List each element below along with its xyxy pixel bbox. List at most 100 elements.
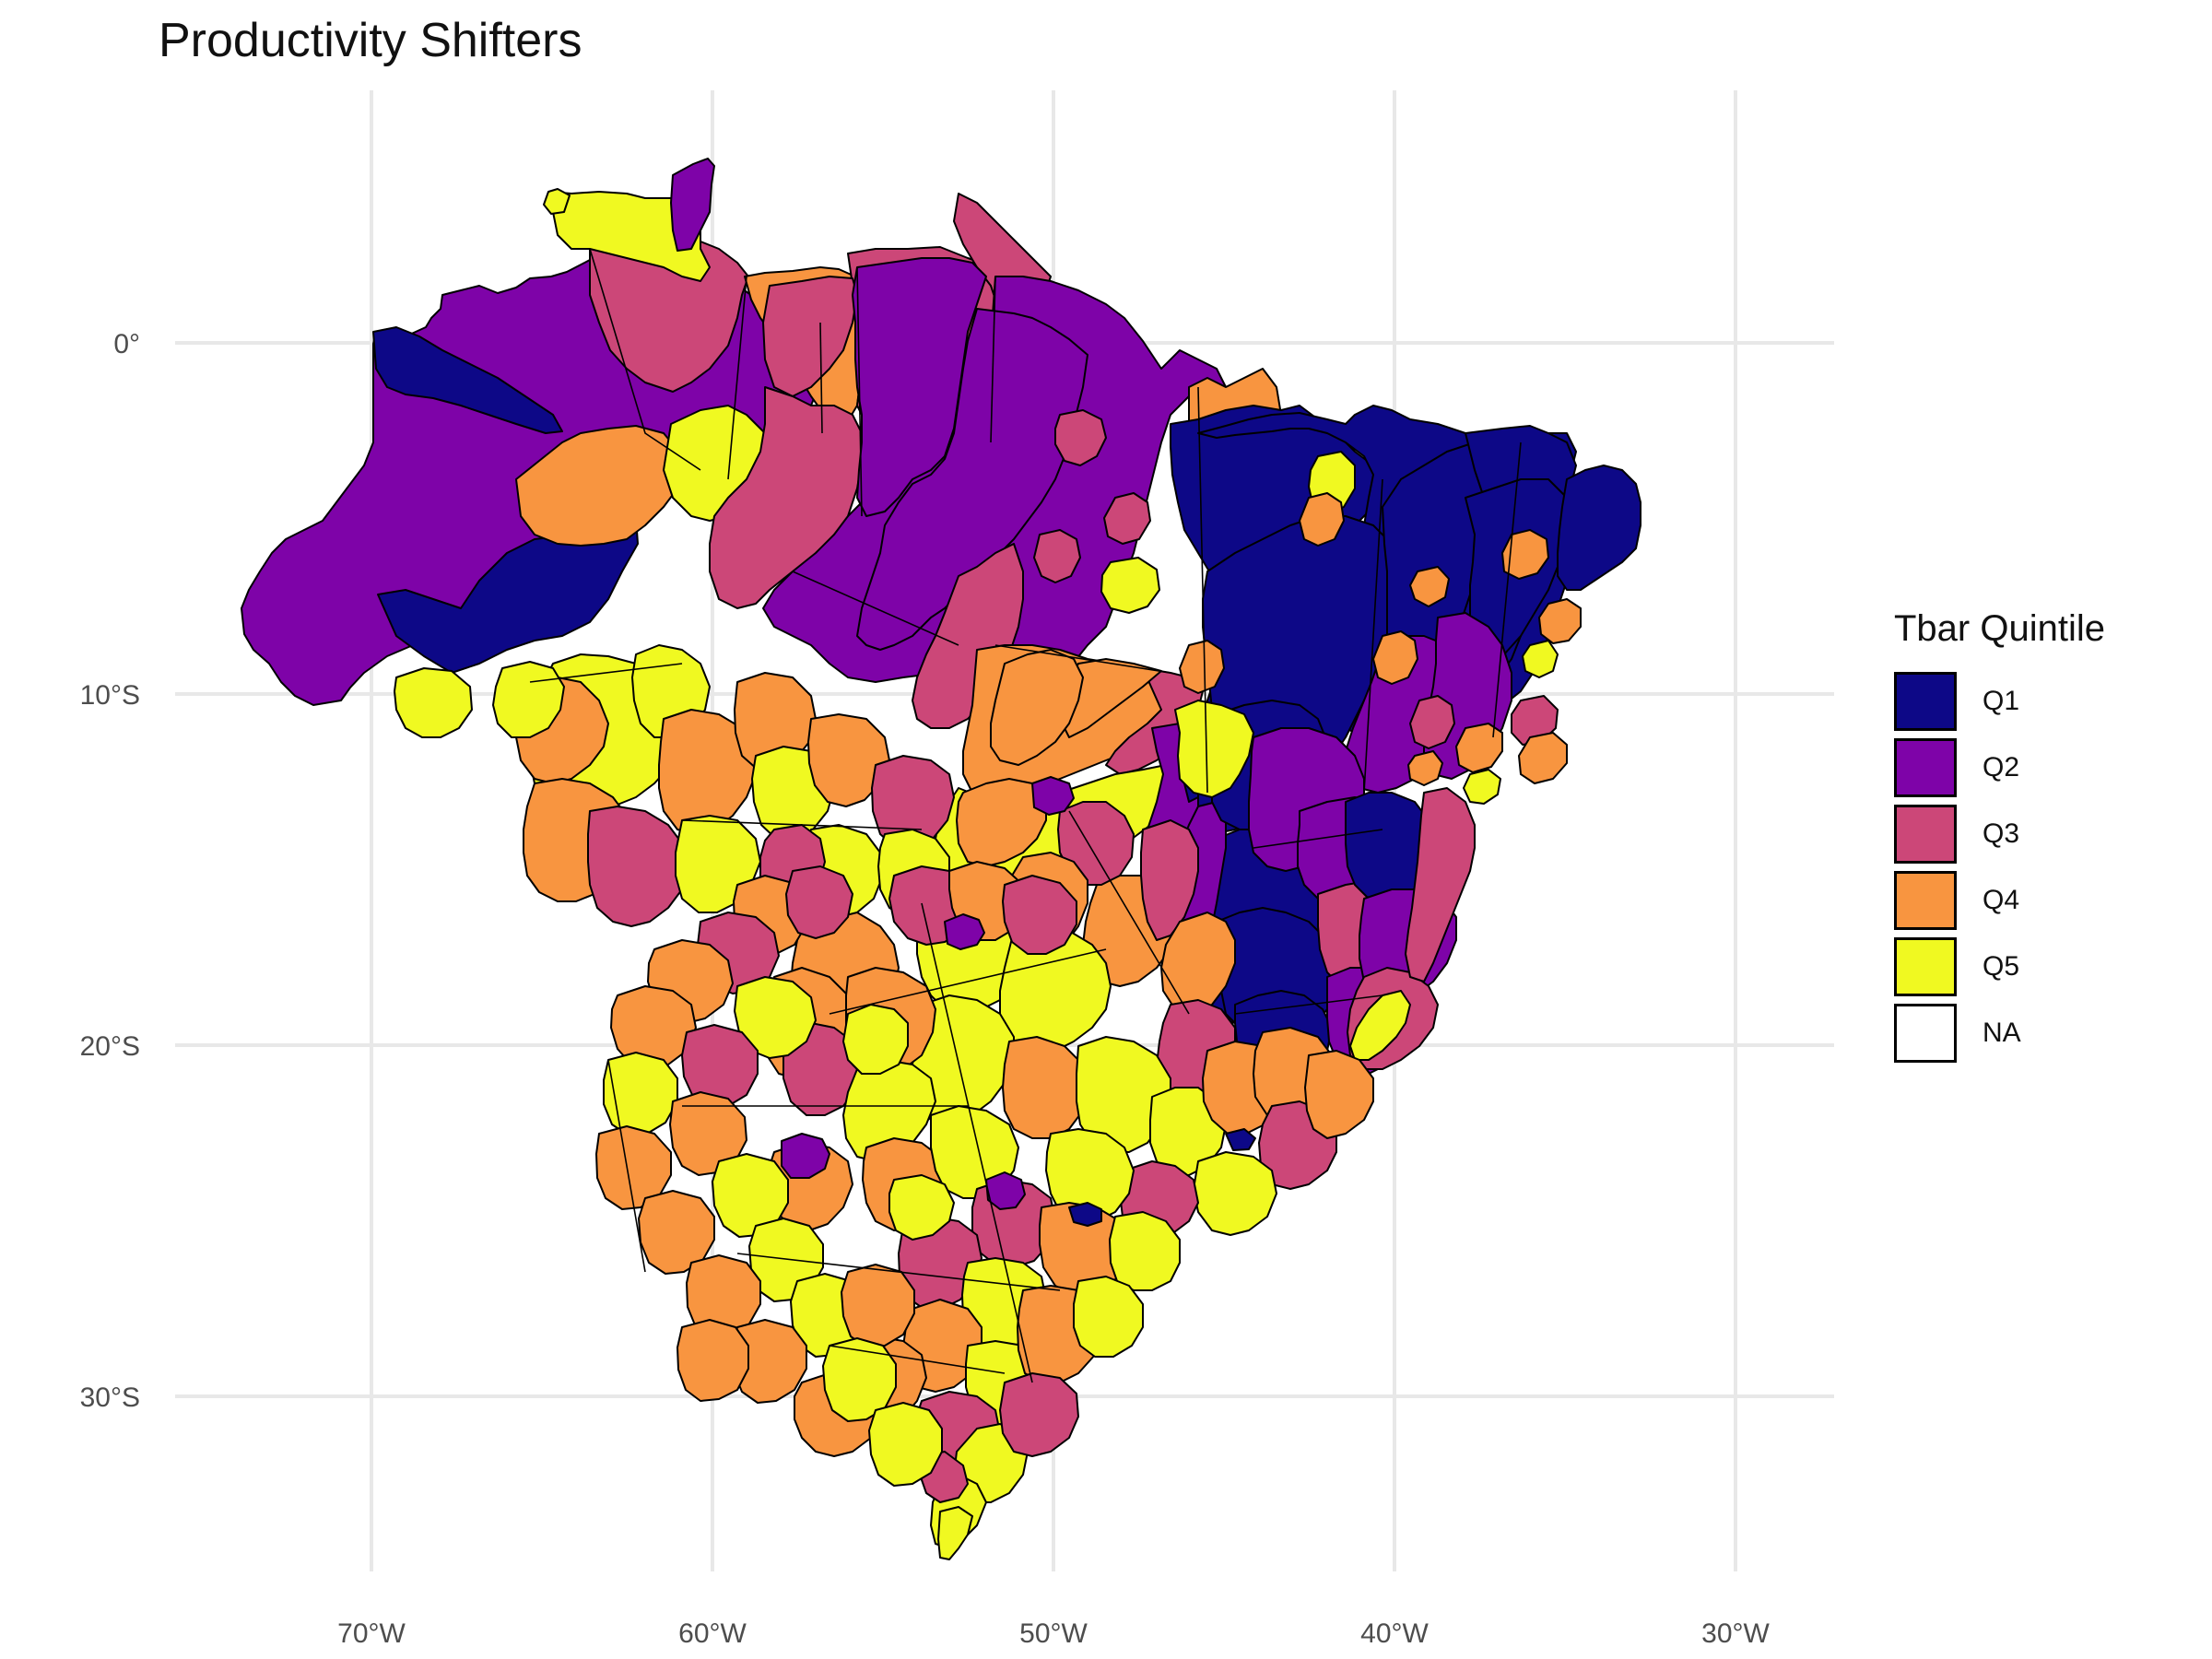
region-q1 [1557,465,1641,591]
region-q4 [1179,640,1225,694]
region-q3 [1405,787,1476,982]
region-q4 [515,425,688,547]
region-q5 [1349,990,1411,1061]
region-q2 [1031,776,1075,816]
region-q5 [603,1052,678,1136]
region-q3 [681,1024,759,1107]
legend: Tbar Quintile Q1 Q2 Q3 Q4 Q5 NA [1889,608,2105,1066]
x-tick-label: 40°W [1360,1618,1429,1649]
region-border [829,948,1107,1015]
brazil-regions [241,158,1641,1560]
region-q2 [852,257,987,517]
region-q2 [856,308,1088,651]
legend-key-swatch [1894,937,1957,996]
region-q4 [677,1319,749,1402]
region-q5 [394,667,473,738]
region-q2 [670,158,715,252]
legend-key-swatch [1894,672,1957,731]
region-border [607,1059,646,1273]
region-q5 [842,1004,909,1075]
region-border [829,1345,1006,1374]
region-border [1253,829,1383,849]
region-q3 [1103,492,1151,545]
y-tick-label: 30°S [80,1382,140,1413]
region-border [792,571,959,646]
region-q5 [1073,1276,1144,1358]
region-border [1234,994,1383,1015]
region-q1 [377,517,639,674]
x-tick-label: 50°W [1019,1618,1088,1649]
y-tick-label: 10°S [80,680,140,711]
legend-item-label: Q1 [1983,686,2020,716]
region-q4 [841,1264,915,1348]
region-q3 [1057,801,1135,886]
region-q4 [1501,529,1549,580]
region-q5 [1109,1211,1181,1291]
region-q3 [999,1372,1079,1457]
region-border [681,819,923,830]
region-borders [529,248,1522,1383]
region-q4 [1538,598,1582,644]
legend-title: Tbar Quintile [1894,608,2105,649]
region-border [529,663,683,683]
y-tick-label: 20°S [80,1031,140,1062]
legend-key-swatch [1894,805,1957,864]
region-border [990,276,996,443]
region-q3 [762,276,858,397]
region-q5 [734,976,817,1059]
x-tick-label: 60°W [678,1618,747,1649]
region-q5 [888,1174,955,1241]
region-border [1068,810,1190,1015]
legend-item-label: NA [1983,1018,2021,1048]
y-axis-tick-labels: 0° 10°S 20°S 30°S [80,329,140,1413]
region-q4 [1455,723,1503,773]
region-q5 [543,188,571,215]
legend-item-q3: Q3 [1889,801,2105,867]
region-q4 [610,985,697,1070]
region-q3 [1409,695,1455,749]
region-q3 [709,386,863,609]
region-q4 [956,778,1047,867]
region-q1 [1068,1202,1102,1227]
legend-item-q2: Q2 [1889,735,2105,801]
region-q4 [1409,566,1450,607]
legend-item-label: Q3 [1983,818,2020,849]
region-q3 [1002,875,1077,955]
region-q4 [1407,750,1443,786]
chart-title: Productivity Shifters [159,14,582,67]
legend-item-q5: Q5 [1889,934,2105,1000]
region-q5 [1100,557,1160,614]
region-q2 [781,1133,830,1179]
region-border [856,266,863,517]
region-border [589,248,701,471]
region-border [1492,441,1522,738]
legend-key-swatch [1894,1004,1957,1063]
region-q5 [1076,1036,1171,1153]
legend-item-q1: Q1 [1889,668,2105,735]
region-q3 [1054,409,1107,466]
region-q4 [990,649,1084,766]
region-q2 [985,1171,1026,1210]
legend-key-swatch [1894,738,1957,797]
region-q4 [1299,492,1345,547]
region-q1 [372,326,563,434]
legend-item-label: Q4 [1983,885,2020,915]
region-q5 [1522,640,1559,678]
region-border [921,902,1033,1383]
x-axis-tick-labels: 70°W 60°W 50°W 40°W 30°W [337,1618,1770,1649]
region-q5 [1193,1151,1277,1236]
legend-item-q4: Q4 [1889,867,2105,934]
legend-key-swatch [1894,871,1957,930]
legend-item-label: Q2 [1983,752,2020,782]
y-tick-label: 0° [113,329,140,359]
region-q3 [785,865,853,939]
region-q5 [937,1506,973,1560]
region-q4 [1518,732,1568,784]
legend-items: Q1 Q2 Q3 Q4 Q5 NA [1889,668,2105,1066]
region-q5 [868,1402,943,1487]
region-q5 [1463,769,1501,805]
region-border [819,322,823,434]
legend-item-na: NA [1889,1000,2105,1066]
legend-item-label: Q5 [1983,951,2020,982]
